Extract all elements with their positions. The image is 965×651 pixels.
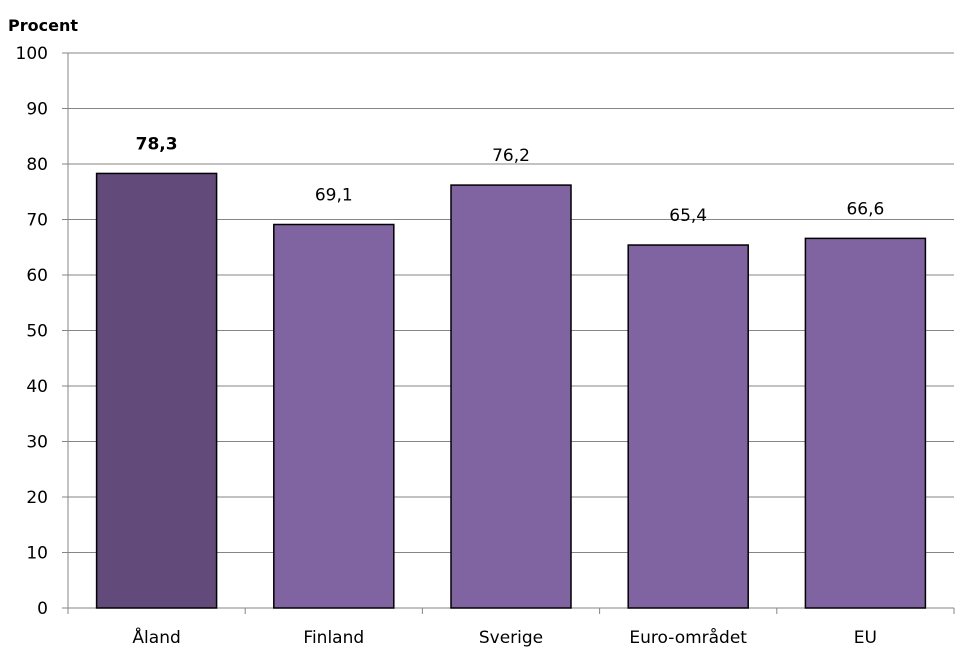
y-tick-label: 90 <box>26 100 48 120</box>
y-tick-label: 80 <box>26 155 48 175</box>
category-labels: Åland Finland Sverige Euro-området EU <box>132 626 877 648</box>
bars <box>95 172 927 609</box>
y-tick-label: 0 <box>37 599 48 619</box>
bar <box>450 184 572 609</box>
x-tick-label: Sverige <box>479 628 543 648</box>
x-tick-label: Euro-området <box>629 627 747 648</box>
y-axis-title: Procent <box>8 16 78 35</box>
bar <box>273 223 395 609</box>
bar <box>627 244 749 609</box>
y-tick-label: 30 <box>26 433 48 453</box>
y-tick-label: 50 <box>26 322 48 342</box>
y-tick-label: 70 <box>26 211 48 231</box>
data-label: 69,1 <box>315 185 353 205</box>
data-label: 76,2 <box>492 146 530 166</box>
data-labels: 78,3 69,1 76,2 65,4 66,6 <box>136 134 885 226</box>
y-tick-label: 10 <box>26 544 48 564</box>
y-tick-label: 100 <box>16 44 48 64</box>
bar <box>804 237 927 609</box>
data-label: 65,4 <box>669 206 707 226</box>
y-tick-labels: 0 10 20 30 40 50 60 70 80 90 100 <box>16 44 48 619</box>
x-tick-label: Finland <box>303 628 364 648</box>
y-tick-label: 20 <box>26 488 48 508</box>
x-tick-label: Åland <box>132 626 180 648</box>
data-label: 78,3 <box>136 134 178 154</box>
data-label: 66,6 <box>846 199 884 219</box>
y-tick-label: 60 <box>26 266 48 286</box>
y-tick-label: 40 <box>26 377 48 397</box>
bar <box>95 172 218 609</box>
x-tick-label: EU <box>854 628 877 648</box>
